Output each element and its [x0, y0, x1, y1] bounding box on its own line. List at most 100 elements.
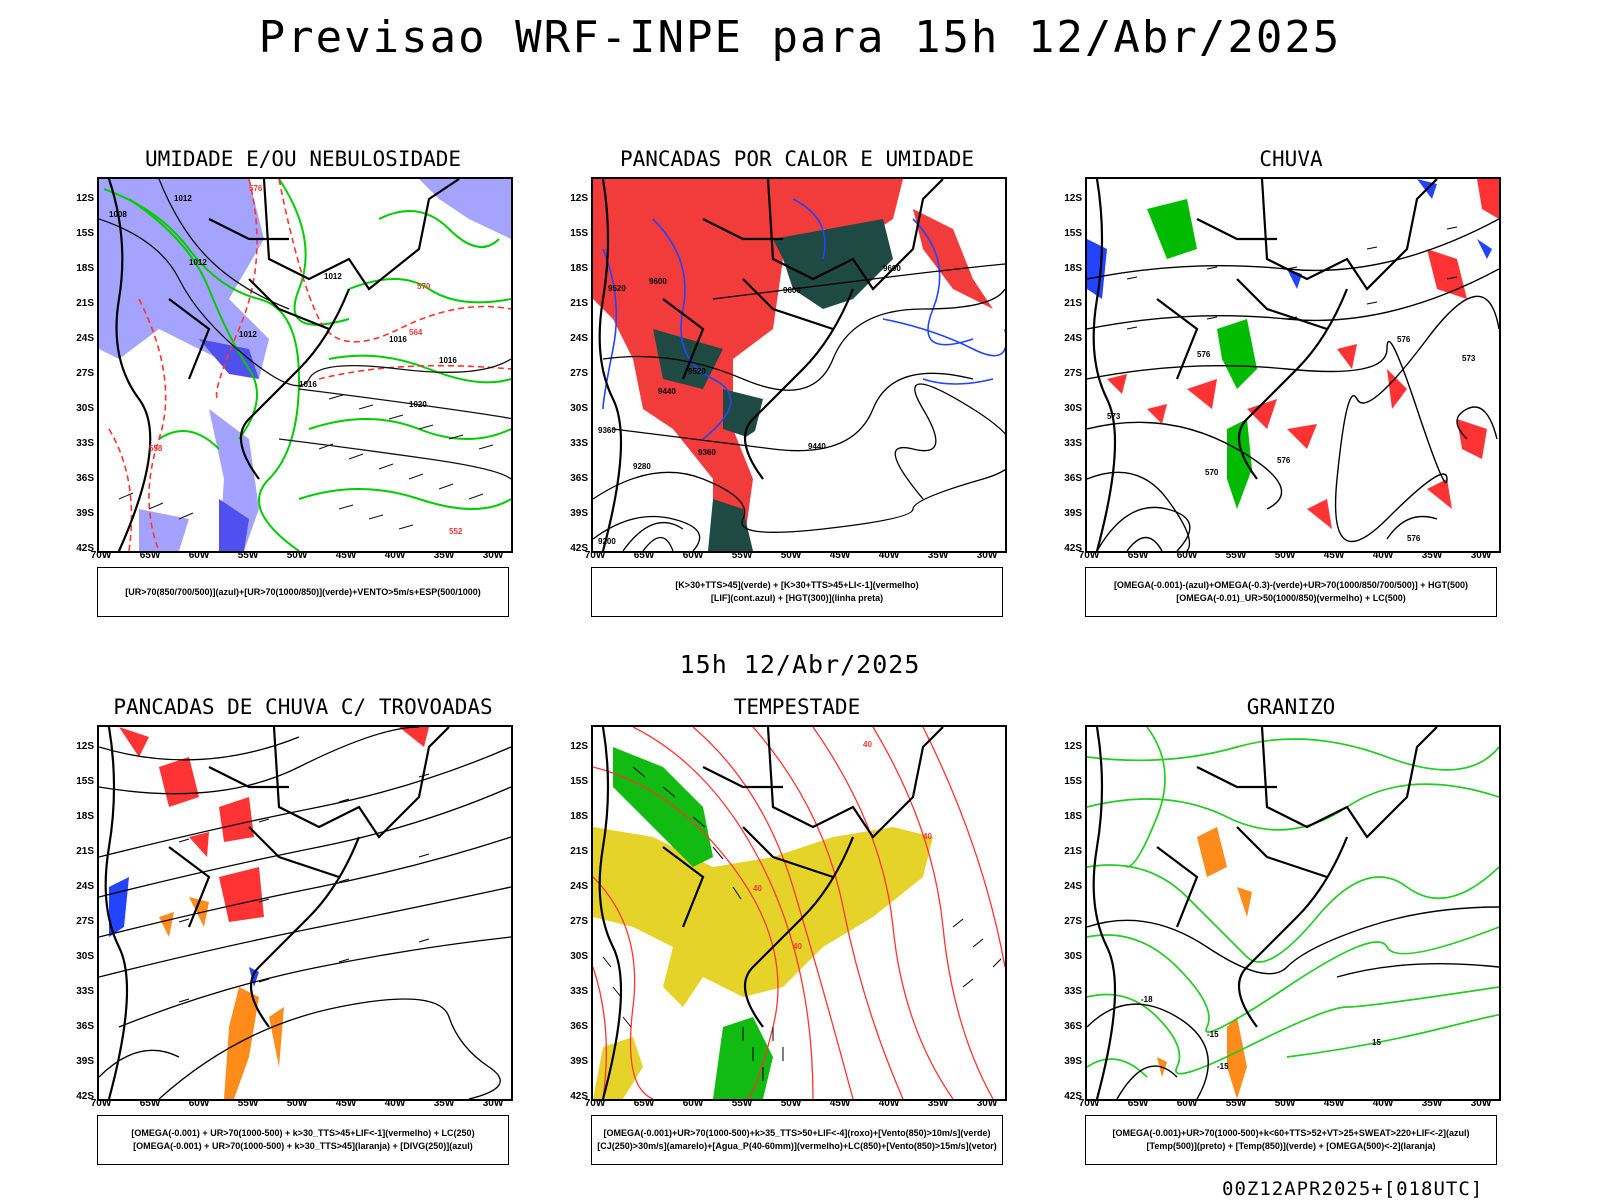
legend-chuva: [OMEGA(-0.001)-(azul)+OMEGA(-0.3)-(verde… [1085, 567, 1497, 617]
contour-label: 9600 [649, 277, 667, 286]
lat-tick-label: 12S [1064, 741, 1082, 752]
lat-tick-label: 36S [1064, 1021, 1082, 1032]
lat-tick-label: 24S [1064, 881, 1082, 892]
lon-tick-label: 40W [1372, 550, 1394, 561]
contour-label: 573 [1462, 354, 1476, 363]
contour-label: 576 [249, 184, 263, 193]
contour-label: 1012 [239, 330, 257, 339]
contour-label: 570 [1205, 468, 1219, 477]
contour-label: 570 [417, 282, 431, 291]
lon-tick-label: 30W [976, 1098, 998, 1109]
lon-tick-label: 60W [188, 550, 210, 561]
lat-tick-label: 30S [570, 403, 588, 414]
lat-tick-label: 12S [76, 741, 94, 752]
lon-tick-label: 55W [237, 1098, 259, 1109]
panel-title-trovoadas: PANCADAS DE CHUVA C/ TROVOADAS [113, 695, 493, 719]
lat-tick-label: 39S [76, 1056, 94, 1067]
lat-tick-label: 21S [1064, 298, 1082, 309]
lon-tick-label: 45W [335, 1098, 357, 1109]
contour-label: 576 [1277, 456, 1291, 465]
lat-tick-label: 42S [570, 543, 588, 554]
panel-title-umidade: UMIDADE E/OU NEBULOSIDADE [144, 147, 462, 171]
lon-tick-label: 30W [1470, 1098, 1492, 1109]
contour-label: 9280 [633, 462, 651, 471]
legend-granizo: [OMEGA(-0.001)+UR>70(1000-500)+k<60+TTS>… [1085, 1115, 1497, 1165]
contour-label: 552 [449, 527, 463, 536]
lon-tick-label: 35W [1421, 550, 1443, 561]
lat-tick-label: 21S [76, 846, 94, 857]
lon-tick-label: 40W [878, 550, 900, 561]
panel-title-tempestade: TEMPESTADE [733, 695, 861, 719]
divergence-blue-areas [109, 877, 259, 987]
lon-tick-label: 30W [976, 550, 998, 561]
lon-tick-label: 45W [829, 1098, 851, 1109]
contour-label: -15 [1207, 1030, 1219, 1039]
map-tempestade[interactable]: 40 40 40 40 [591, 725, 1007, 1101]
rain-red-patches [1107, 179, 1499, 529]
main-title: Previsao WRF-INPE para 15h 12/Abr/2025 [258, 12, 1342, 63]
lat-tick-label: 42S [1064, 543, 1082, 554]
map-chuva[interactable]: 576 573 576 573 570 576 576 [1085, 177, 1501, 553]
lat-tick-label: 33S [1064, 438, 1082, 449]
lon-tick-label: 50W [1274, 550, 1296, 561]
borders [598, 727, 944, 1099]
lon-tick-label: 45W [829, 550, 851, 561]
borders [1092, 727, 1438, 1099]
lon-tick-label: 50W [780, 1098, 802, 1109]
lat-tick-label: 36S [570, 1021, 588, 1032]
lat-tick-label: 15S [570, 228, 588, 239]
lat-tick-label: 24S [570, 333, 588, 344]
contour-label: 1016 [299, 380, 317, 389]
lon-tick-label: 65W [1127, 550, 1149, 561]
lat-tick-label: 24S [570, 881, 588, 892]
lon-tick-label: 70W [1078, 1098, 1100, 1109]
lat-tick-label: 27S [570, 916, 588, 927]
lon-tick-label: 50W [286, 550, 308, 561]
contour-labels: 1008 1012 1012 1012 1012 1016 1016 1016 … [109, 184, 463, 536]
lat-tick-label: 24S [76, 333, 94, 344]
streamline-arrows [1126, 226, 1458, 330]
lon-tick-label: 70W [90, 550, 112, 561]
contour-label: 1020 [409, 400, 427, 409]
lat-tick-label: 42S [76, 1091, 94, 1102]
lon-tick-label: 70W [584, 1098, 606, 1109]
contour-labels: 576 573 576 573 570 576 576 [1107, 335, 1476, 543]
lat-tick-label: 15S [76, 776, 94, 787]
panel-title-pancadas-calor: PANCADAS POR CALOR E UMIDADE [619, 147, 974, 171]
lon-tick-label: 60W [1176, 550, 1198, 561]
lat-tick-label: 24S [76, 881, 94, 892]
lat-tick-label: 24S [1064, 333, 1082, 344]
lat-tick-label: 42S [76, 543, 94, 554]
legend-line: [K>30+TTS>45](verde) + [K>30+TTS>45+LI<-… [675, 580, 919, 590]
panel-title-granizo: GRANIZO [1246, 695, 1336, 719]
lat-tick-label: 21S [570, 846, 588, 857]
wind-vectors [602, 766, 1002, 1081]
legend-trovoadas: [OMEGA(-0.001) + UR>70(1000-500) + k>30_… [97, 1115, 509, 1165]
contour-label: 15 [1372, 1038, 1381, 1047]
contour-label: 9360 [598, 426, 616, 435]
lon-tick-label: 35W [433, 1098, 455, 1109]
map-pancadas-calor[interactable]: 9600 9600 9520 9520 9600 9440 9360 9360 … [591, 177, 1007, 553]
lat-tick-label: 39S [76, 508, 94, 519]
legend-line: [OMEGA(-0.001)+UR>70(1000-500)+k>35_TTS>… [603, 1128, 991, 1138]
lat-tick-label: 12S [76, 193, 94, 204]
contour-label: 9600 [883, 264, 901, 273]
contour-label: 1016 [389, 335, 407, 344]
contour-label: -18 [1141, 995, 1153, 1004]
lon-tick-label: 45W [335, 550, 357, 561]
lat-tick-label: 15S [1064, 776, 1082, 787]
contour-label: 1012 [174, 194, 192, 203]
lat-tick-label: 15S [1064, 228, 1082, 239]
lon-tick-label: 50W [780, 550, 802, 561]
borders [107, 179, 460, 551]
legend-line: [CJ(250)>30m/s](amarelo)+[Agua_P(40-60mm… [597, 1141, 997, 1151]
map-umidade[interactable]: 1008 1012 1012 1012 1012 1016 1016 1016 … [97, 177, 513, 553]
map-trovoadas[interactable] [97, 725, 513, 1101]
forecast-stamp: 00Z12APR2025+[018UTC] [1222, 1178, 1484, 1200]
lon-tick-label: 55W [731, 550, 753, 561]
contour-label: 564 [409, 328, 423, 337]
map-granizo[interactable]: -18 -15 -15 15 [1085, 725, 1501, 1101]
lat-tick-label: 12S [570, 193, 588, 204]
contour-label: 9520 [688, 367, 706, 376]
lon-tick-label: 55W [731, 1098, 753, 1109]
